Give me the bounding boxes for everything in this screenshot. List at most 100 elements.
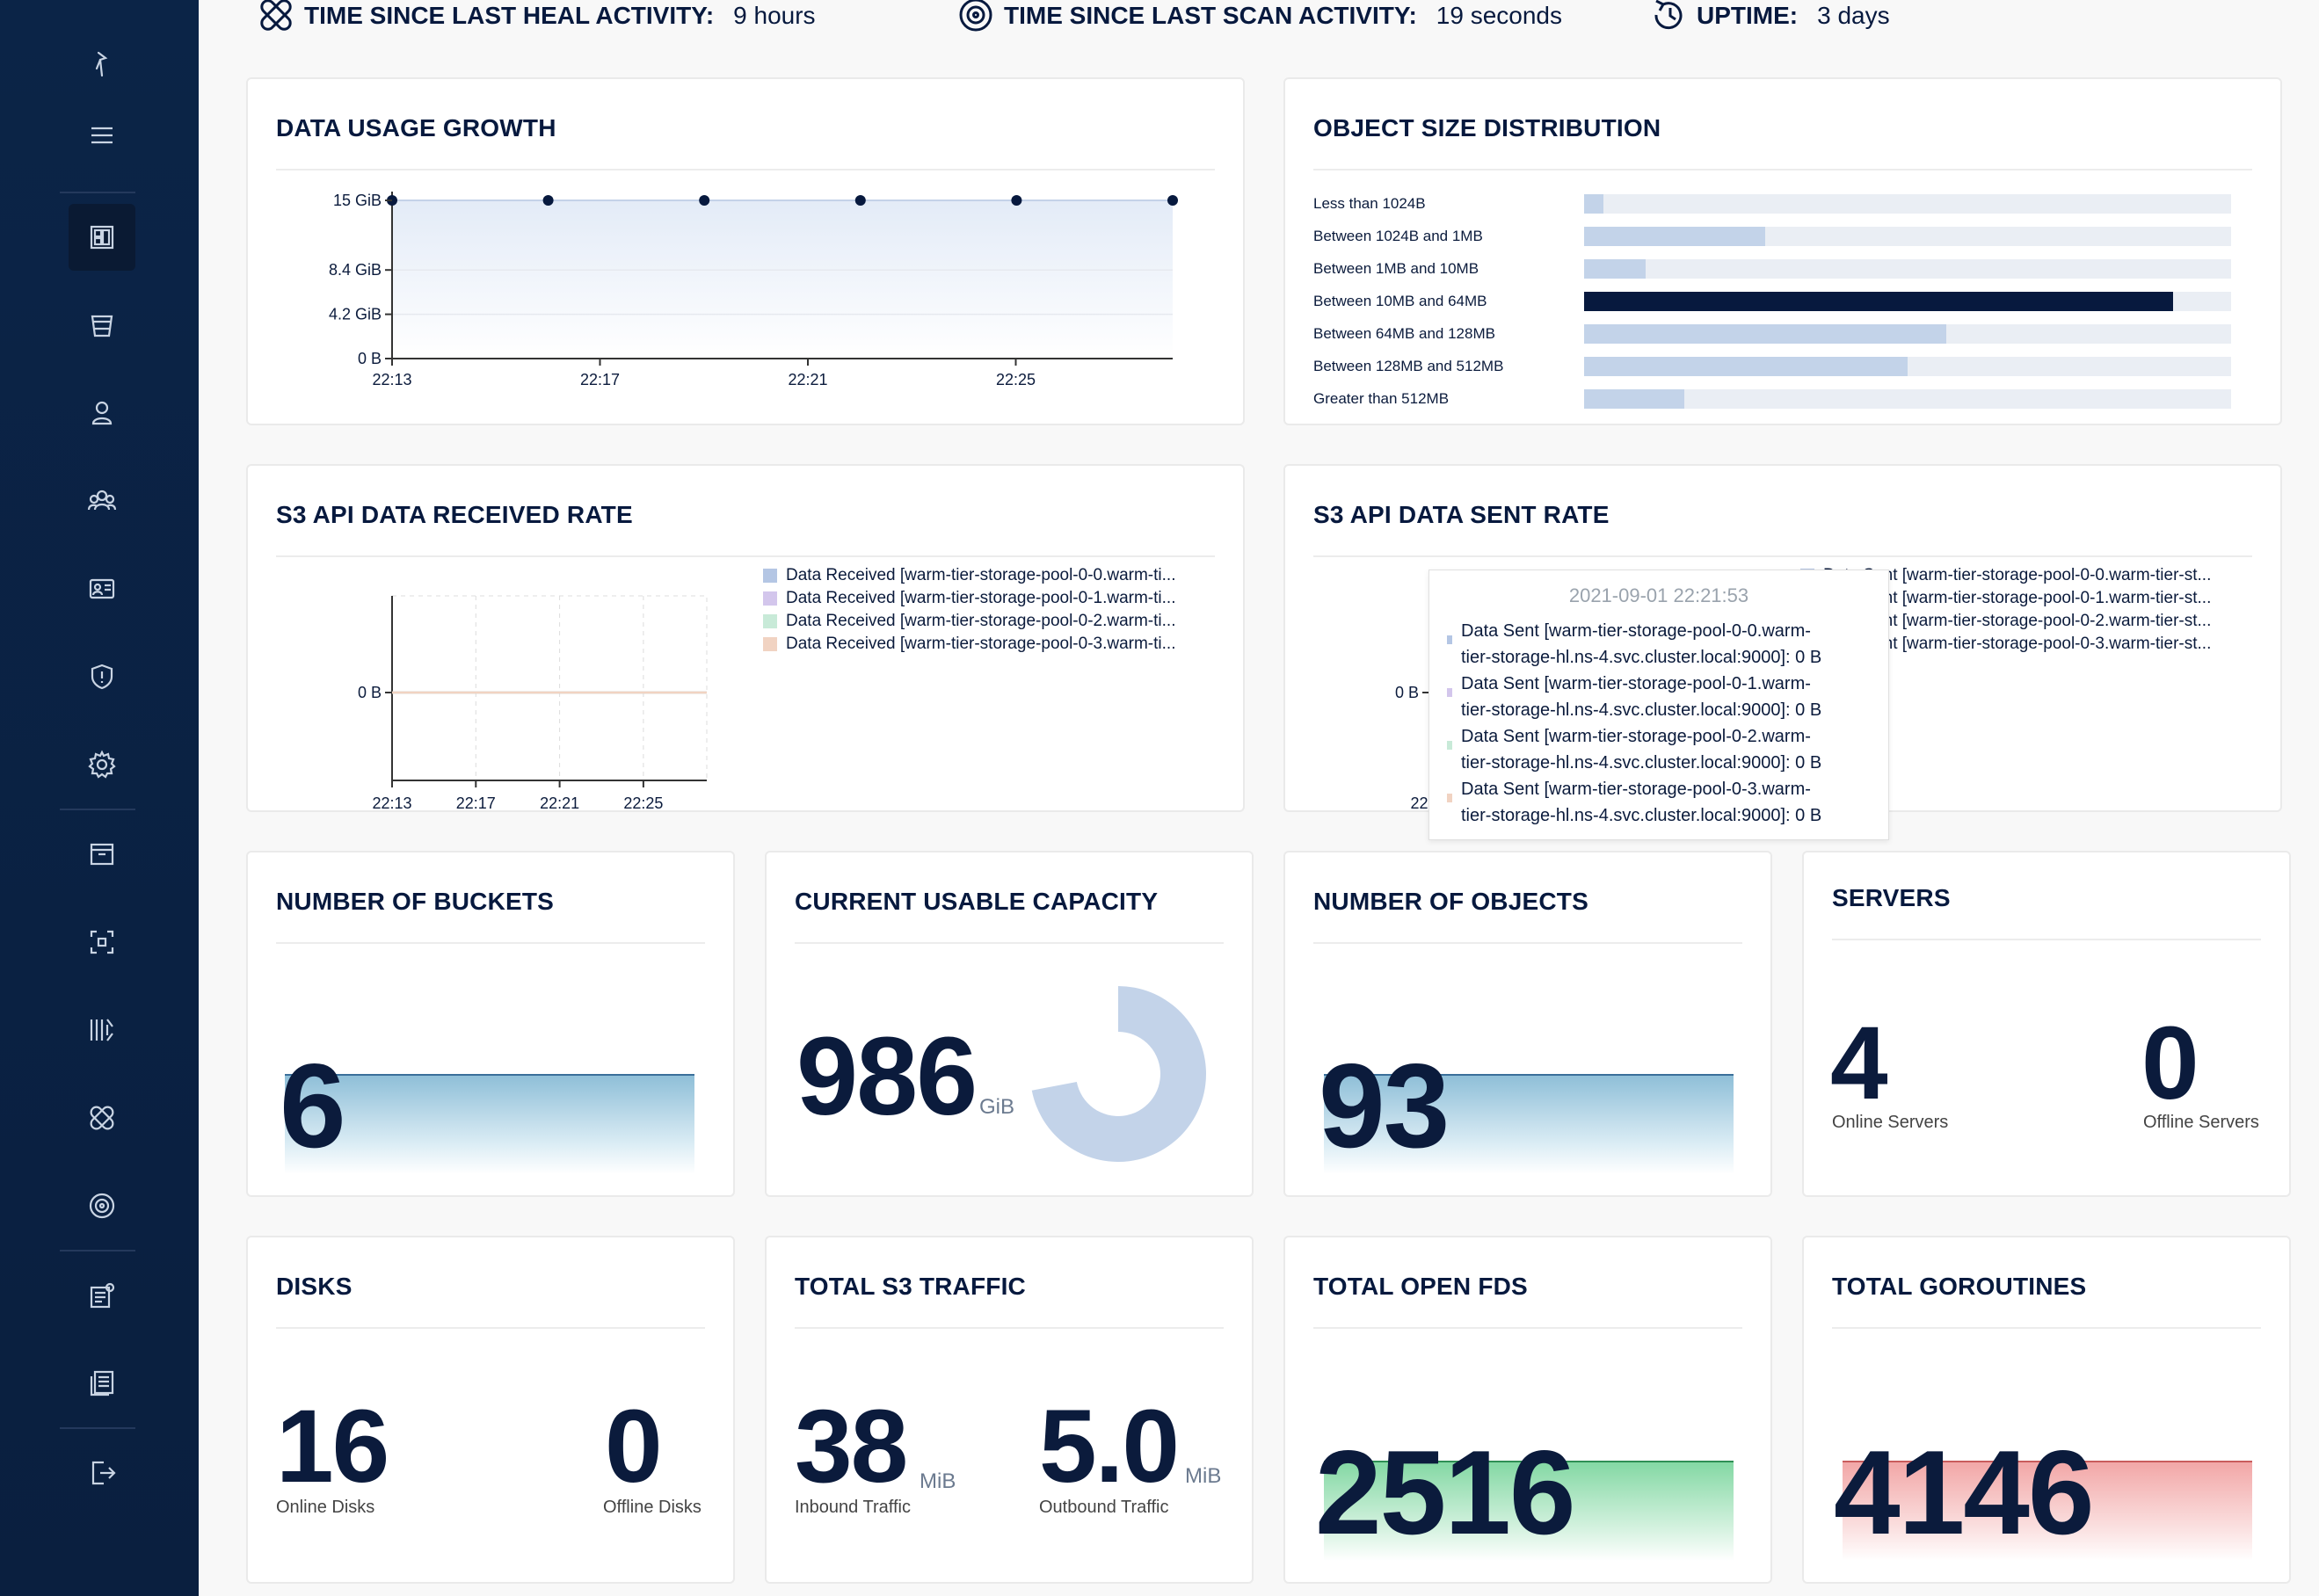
outbound-traffic-unit: MiB	[1185, 1464, 1222, 1488]
offline-disks-value: 0	[605, 1389, 663, 1505]
tooltip-line: Data Sent [warm-tier-storage-pool-0-0.wa…	[1461, 621, 1811, 641]
settings-icon[interactable]	[69, 731, 135, 798]
logs-icon[interactable]	[69, 1262, 135, 1329]
tooltip-item: Data Sent [warm-tier-storage-pool-0-1.wa…	[1461, 671, 1874, 723]
legend-swatch	[763, 591, 777, 606]
received-rate-chart: 0 B 22:13 22:17 22:21 22:25	[358, 595, 708, 809]
card-divider	[795, 1327, 1224, 1329]
users-icon[interactable]	[69, 380, 135, 446]
x-tick-label: 22:25	[996, 371, 1036, 388]
scan-icon	[959, 0, 992, 32]
received-rate-card: S3 API DATA RECEIVED RATE 0 B 22:13 22:17 2…	[246, 464, 1245, 812]
tooltip-line: tier-storage-hl.ns-4.svc.cluster.local:9…	[1461, 753, 1822, 773]
objects-card: NUMBER OF OBJECTS 93	[1283, 851, 1772, 1197]
dashboard-icon[interactable]	[69, 204, 135, 271]
tenants-icon[interactable]	[69, 997, 135, 1063]
y-tick-label: 0 B	[358, 684, 382, 701]
tooltip-item: Data Sent [warm-tier-storage-pool-0-0.wa…	[1461, 618, 1874, 671]
inbound-traffic-value: 38	[795, 1389, 908, 1505]
open-fds-card: TOTAL OPEN FDS 2516	[1283, 1236, 1772, 1584]
logout-icon[interactable]	[69, 1440, 135, 1506]
buckets-value: 6	[280, 1039, 346, 1172]
legend-label: Data Received [warm-tier-storage-pool-0-…	[786, 612, 1176, 630]
object-size-row: Between 10MB and 64MB	[1313, 291, 2231, 312]
data-usage-card: DATA USAGE GROWTH 0 B 4.2 GiB 8.4 GiB 15 Gi…	[246, 77, 1245, 425]
legend-item[interactable]: Data Received [warm-tier-storage-pool-0-…	[763, 610, 1175, 633]
object-size-bar[interactable]	[1584, 227, 1766, 246]
goroutines-value: 4146	[1834, 1426, 2095, 1559]
card-title: SERVERS	[1832, 884, 1951, 911]
plot-frame	[391, 595, 708, 781]
online-servers-value: 4	[1830, 1005, 1888, 1121]
capacity-value: 986	[796, 1014, 978, 1138]
object-size-row: Greater than 512MB	[1313, 388, 2231, 410]
menu-icon[interactable]	[69, 102, 135, 169]
x-tick-label: 22:13	[372, 794, 411, 809]
legend-label: Data Received [warm-tier-storage-pool-0-…	[786, 635, 1176, 653]
usage-point	[542, 195, 554, 206]
capacity-donut	[1031, 986, 1206, 1162]
object-size-bar[interactable]	[1584, 389, 1685, 409]
legend-swatch	[763, 569, 777, 583]
disks-card: DISKS 16 Online Disks 0 Offline Disks	[246, 1236, 735, 1584]
y-tick-label: 8.4 GiB	[329, 261, 382, 279]
uptime-status: UPTIME: 3 days	[1647, 0, 1890, 32]
object-size-bar[interactable]	[1584, 292, 2173, 311]
groups-icon[interactable]	[69, 468, 135, 534]
heal-value: 9 hours	[733, 2, 816, 29]
legend-item[interactable]: Data Received [warm-tier-storage-pool-0-…	[763, 564, 1175, 587]
offline-servers-label: Offline Servers	[2143, 1113, 2259, 1132]
goroutines-sparkline	[1843, 1461, 2252, 1561]
heal-icon	[260, 0, 292, 31]
open-fds-value: 2516	[1315, 1426, 1576, 1559]
scan-icon[interactable]	[69, 1172, 135, 1239]
tooltip-swatch	[1447, 635, 1452, 644]
object-size-card: OBJECT SIZE DISTRIBUTION Less than 1024B…	[1283, 77, 2282, 425]
scan-label: TIME SINCE LAST SCAN ACTIVITY:	[1004, 2, 1417, 29]
received-legend: Data Received [warm-tier-storage-pool-0-…	[763, 564, 1175, 656]
tooltip-item: Data Sent [warm-tier-storage-pool-0-2.wa…	[1461, 723, 1874, 776]
logo-icon[interactable]	[69, 30, 135, 97]
legend-item[interactable]: Data Received [warm-tier-storage-pool-0-…	[763, 587, 1175, 610]
card-divider	[1313, 1327, 1742, 1329]
sidebar-divider	[60, 192, 135, 193]
card-divider	[1313, 555, 2252, 557]
object-size-track	[1584, 194, 2231, 214]
y-tick-label: 15 GiB	[333, 192, 382, 209]
object-size-bar[interactable]	[1584, 194, 1604, 214]
object-size-bar[interactable]	[1584, 324, 1947, 344]
object-size-label: Between 64MB and 128MB	[1313, 325, 1495, 342]
card-divider	[276, 942, 705, 944]
legend-item[interactable]: Data Received [warm-tier-storage-pool-0-…	[763, 633, 1175, 656]
buckets-icon[interactable]	[69, 292, 135, 359]
sidebar-divider	[60, 1250, 135, 1251]
object-size-label: Between 10MB and 64MB	[1313, 293, 1487, 309]
x-tick-label: 22:25	[623, 794, 663, 809]
tooltip-title: 2021-09-01 22:21:53	[1568, 584, 1749, 606]
identity-icon[interactable]	[69, 555, 135, 622]
tooltip-line: tier-storage-hl.ns-4.svc.cluster.local:9…	[1461, 806, 1822, 825]
object-size-bar[interactable]	[1584, 259, 1646, 279]
legend-label: Data Received [warm-tier-storage-pool-0-…	[786, 566, 1176, 584]
tiers-icon[interactable]	[69, 821, 135, 888]
card-title: DISKS	[276, 1273, 353, 1300]
x-tick-label: 22:17	[580, 371, 620, 388]
tooltip-swatch	[1447, 688, 1452, 697]
heal-icon[interactable]	[69, 1085, 135, 1151]
online-servers-label: Online Servers	[1832, 1113, 1949, 1132]
inbound-traffic-unit: MiB	[920, 1469, 956, 1493]
uptime-value: 3 days	[1817, 2, 1890, 29]
inbound-traffic-label: Inbound Traffic	[795, 1498, 911, 1517]
status-bar: TIME SINCE LAST HEAL ACTIVITY: 9 hours T…	[255, 0, 2277, 32]
documentation-icon[interactable]	[69, 1350, 135, 1417]
buckets-sparkline	[285, 1074, 694, 1174]
capacity-used-slice	[1031, 986, 1206, 1162]
sidebar-divider	[60, 809, 135, 810]
object-size-bar[interactable]	[1584, 357, 1908, 376]
policies-icon[interactable]	[69, 643, 135, 710]
card-divider	[276, 169, 1215, 170]
object-size-label: Greater than 512MB	[1313, 390, 1450, 407]
capacity-unit: GiB	[979, 1095, 1015, 1119]
trace-icon[interactable]	[69, 909, 135, 976]
sidebar-divider	[60, 1427, 135, 1429]
